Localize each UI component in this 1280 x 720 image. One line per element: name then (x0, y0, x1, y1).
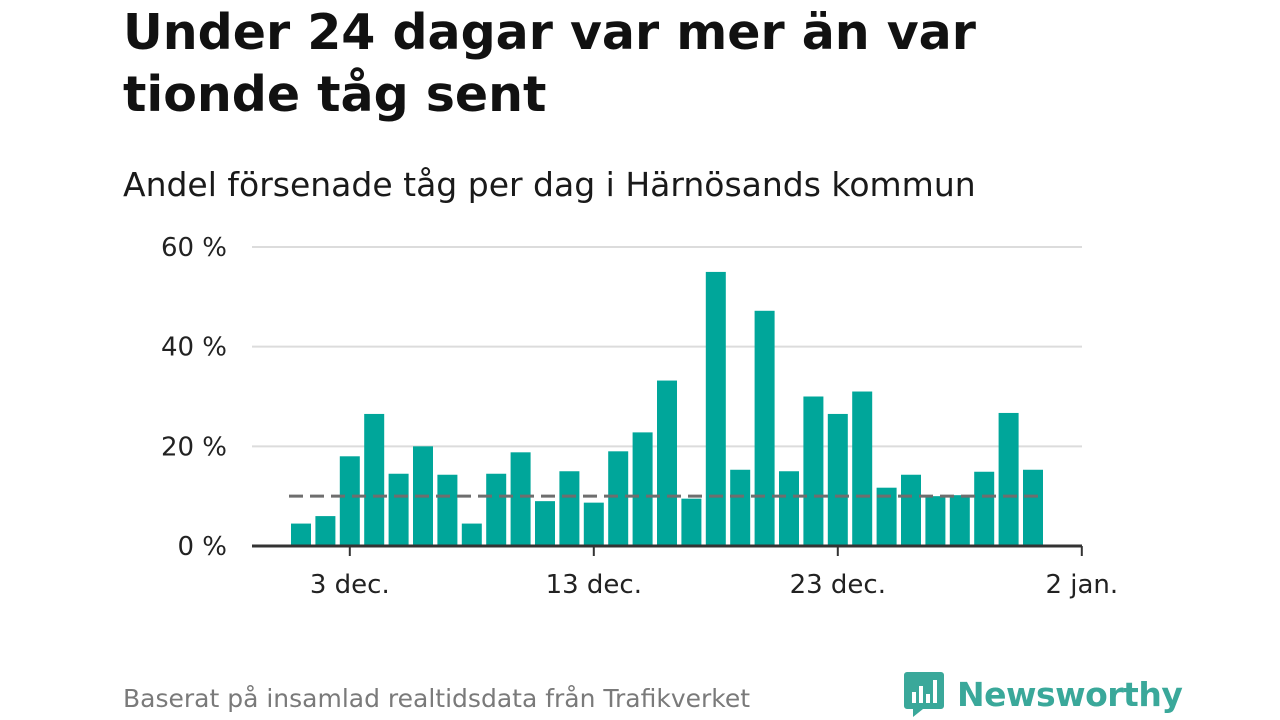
bar (901, 474, 921, 546)
bar (583, 502, 604, 546)
source-note: Baserat på insamlad realtidsdata från Tr… (123, 684, 751, 713)
bar (998, 412, 1019, 546)
chart-title: Under 24 dagar var mer än var tionde tåg… (123, 4, 976, 123)
bar (779, 471, 799, 546)
newsworthy-logo-icon (904, 672, 944, 717)
x-tick-label: 3 dec. (310, 570, 390, 600)
bar (974, 471, 995, 546)
bar (461, 523, 482, 546)
bar (535, 501, 555, 546)
x-tick-label: 23 dec. (790, 570, 886, 600)
bar (681, 498, 702, 546)
bar (339, 456, 360, 546)
bar (315, 516, 336, 546)
bar (705, 271, 726, 546)
brand-name: Newsworthy (957, 674, 1183, 714)
bar (827, 413, 848, 546)
brand-logo: Newsworthy (903, 670, 1183, 718)
bar (388, 473, 409, 546)
chart-subtitle: Andel försenade tåg per dag i Härnösands… (123, 165, 976, 204)
bar (608, 451, 629, 546)
bar (852, 391, 873, 546)
bar (949, 495, 970, 546)
bar-series (291, 271, 1043, 546)
bar (486, 473, 507, 546)
y-tick-label: 20 % (161, 432, 227, 462)
bar (754, 310, 775, 546)
y-tick-label: 40 % (161, 333, 227, 363)
bar (925, 496, 946, 546)
bar (437, 474, 458, 546)
bar-chart: 0 % 20 % 40 % 60 % 3 dec. 13 dec. 23 dec. 2 jan… (161, 233, 1118, 600)
y-tick-label: 0 % (177, 532, 227, 562)
bar (632, 432, 653, 546)
bar (730, 469, 751, 546)
bar (291, 523, 311, 546)
bar (803, 396, 824, 546)
bar (1023, 469, 1043, 546)
bar (657, 380, 677, 546)
bar (876, 487, 897, 546)
y-tick-label: 60 % (161, 233, 227, 263)
bar (559, 471, 580, 546)
x-tick-label: 13 dec. (546, 570, 642, 600)
x-tick-label: 2 jan. (1045, 570, 1118, 600)
bar (364, 413, 385, 546)
bar (510, 452, 531, 546)
axes: 0 % 20 % 40 % 60 % 3 dec. 13 dec. 23 dec. 2 jan… (161, 233, 1118, 600)
